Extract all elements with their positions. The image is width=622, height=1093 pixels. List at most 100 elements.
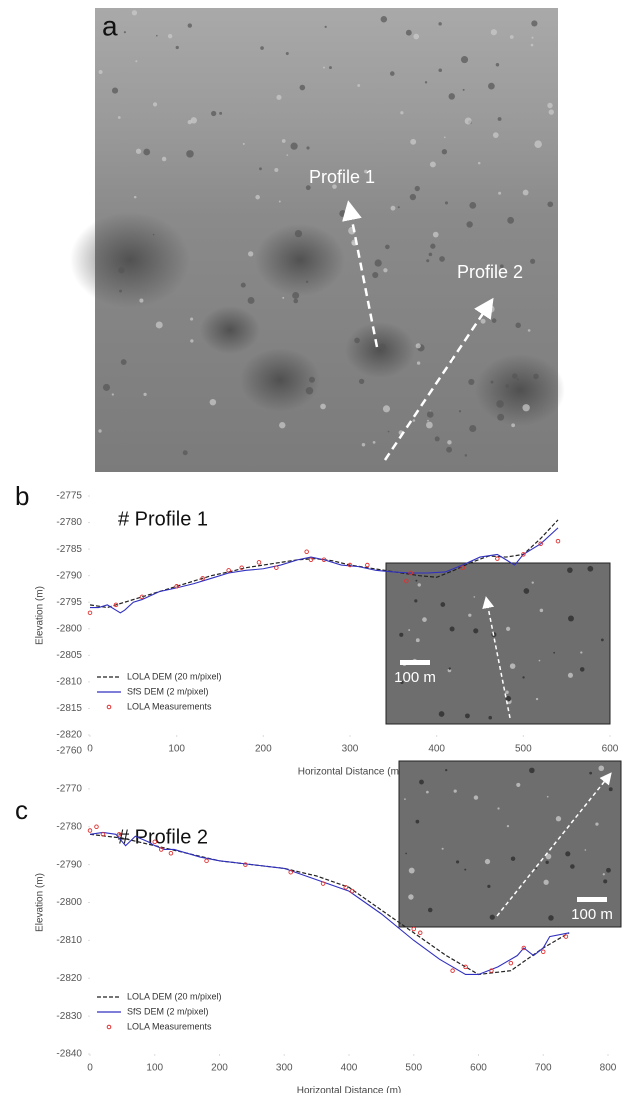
legend-label: SfS DEM (2 m/pixel) [127,686,209,696]
crater [190,339,194,343]
crater [282,296,285,299]
x-tick-label: 800 [600,1063,617,1074]
x-tick-label: 200 [255,744,272,755]
crater [499,264,504,269]
data-point [349,888,355,894]
data-point [508,960,514,966]
crater [484,858,491,865]
data-point [204,858,209,864]
data-point [243,862,248,867]
crater [505,695,512,702]
crater [530,43,534,47]
crater [161,156,167,162]
data-point [226,568,231,573]
data-point [320,881,326,886]
crater [458,410,462,413]
crater [506,825,510,828]
data-point [417,930,423,936]
crater [152,233,155,236]
crater [464,117,472,125]
crater [120,359,127,365]
crater [410,138,417,145]
legend-label: SfS DEM (2 m/pixel) [127,1006,209,1016]
crater [438,711,445,717]
x-tick-label: 400 [428,744,445,755]
crater [133,195,137,199]
y-tick-label: -2780 [56,517,82,528]
crater [460,56,469,64]
inset-arrow [482,596,511,719]
y-tick-label: -2830 [56,1011,82,1022]
shadow [345,322,415,378]
crater [354,337,360,344]
inset-image [385,562,611,725]
crater [339,210,347,217]
crater [293,298,299,304]
panel-label: b [15,481,29,511]
crater [522,404,530,412]
data-point [304,549,309,555]
image-panel: a Profile 1 Profile 2 [70,8,565,472]
legend-label: LOLA Measurements [127,701,212,711]
crater [535,867,538,870]
data-point [174,584,179,589]
crater [567,615,574,622]
crater [305,280,309,283]
crater [372,440,376,444]
x-tick-label: 400 [341,1063,358,1074]
crater [464,868,467,871]
data-point [87,828,93,833]
crater [533,373,539,380]
crater [491,318,497,323]
crater [427,419,429,422]
crater [509,663,516,669]
data-point [450,968,455,973]
data-point [343,885,349,890]
crater [441,149,448,155]
crater [468,378,475,386]
crater [429,161,436,168]
data-point [347,562,353,568]
crater [427,907,433,913]
data-point [256,560,262,565]
crater [449,626,455,632]
crater [111,87,119,94]
crater [492,132,499,138]
x-tick-label: 0 [87,744,93,755]
crater [434,436,440,442]
crater [498,191,502,195]
crater [361,443,366,447]
x-tick-label: 500 [515,744,532,755]
crater [364,169,368,174]
crater [445,768,448,772]
annotation: Profile 1 [309,167,375,187]
crater [538,659,541,662]
chart-title: # Profile 1 [118,508,208,530]
crater [308,376,315,383]
crater [448,93,456,100]
crater [539,608,544,613]
y-tick-label: -2785 [56,544,82,555]
crater [415,819,420,824]
crater [548,109,554,115]
crater [358,378,365,385]
crater [570,864,575,869]
crater [495,63,500,67]
data-point [495,556,500,561]
crater [390,205,396,211]
crater [324,25,327,29]
crater [447,440,452,445]
data-point [168,851,174,856]
crater [405,852,407,855]
data-point [460,565,465,570]
crater [404,798,406,800]
crater [123,31,126,34]
crater [543,879,549,885]
crater [480,318,486,324]
crater [428,252,433,257]
crater [240,282,246,288]
crater [490,380,494,384]
crater [385,244,390,250]
crater [414,185,420,192]
crater [553,651,556,654]
